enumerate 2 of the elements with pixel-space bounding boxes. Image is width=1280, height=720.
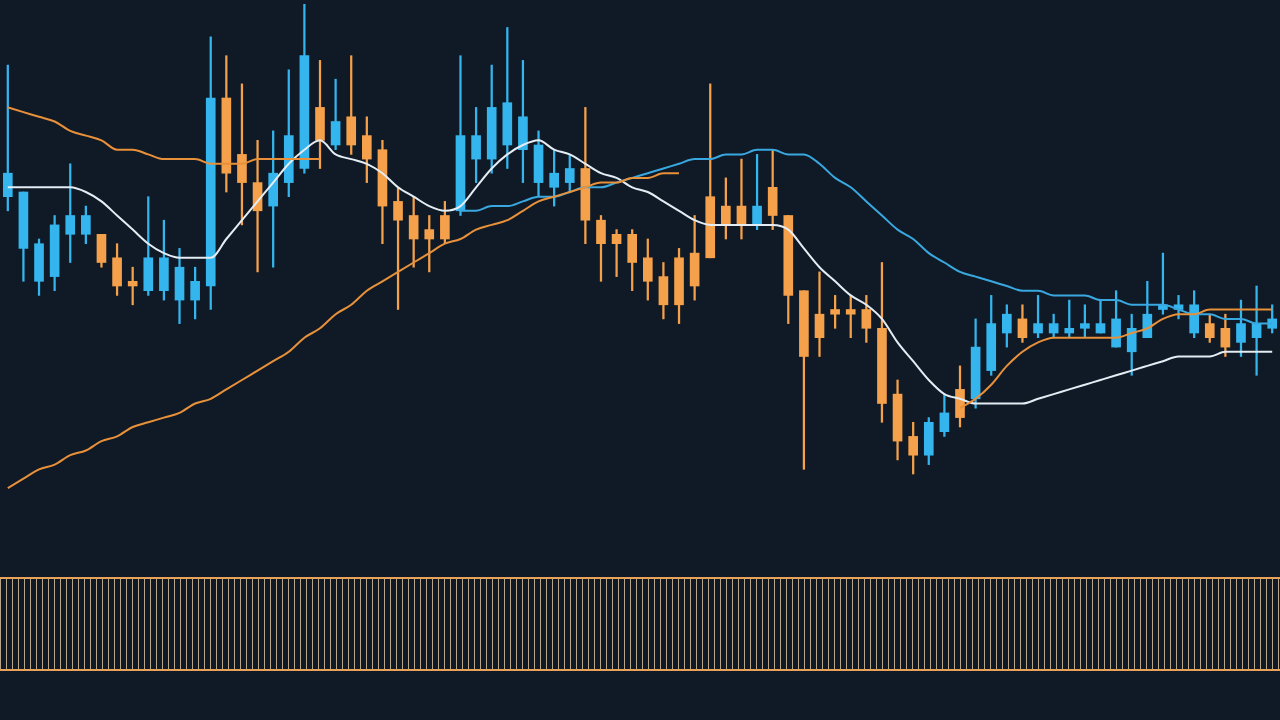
candlestick <box>611 229 622 277</box>
candlestick <box>814 271 825 357</box>
